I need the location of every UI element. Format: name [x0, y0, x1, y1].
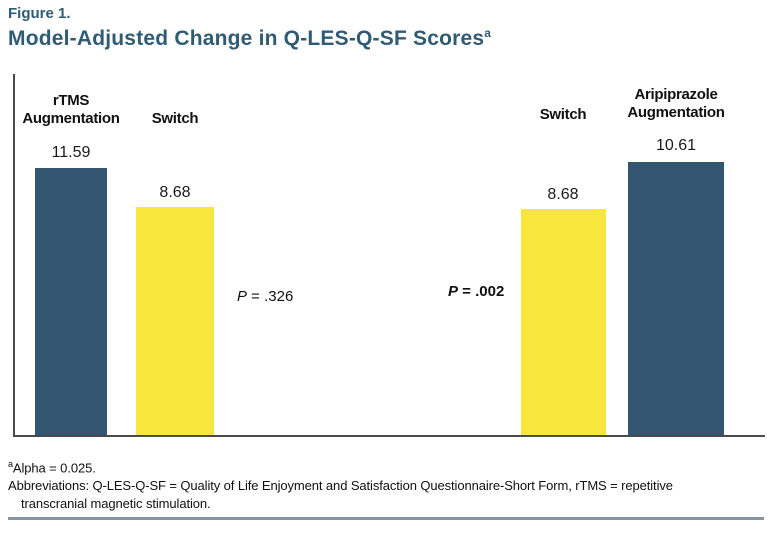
figure-label: Figure 1. — [8, 5, 71, 22]
p-rest-left: = .326 — [247, 288, 294, 305]
x-axis-line — [13, 435, 765, 437]
figure-title-superscript: a — [484, 26, 492, 40]
value-label-aripiprazole-augmentation: 10.61 — [655, 137, 697, 154]
bar-switch-left — [136, 207, 214, 435]
category-label-switch-right: Switch — [539, 106, 587, 123]
bar-switch-right — [521, 209, 606, 435]
p-symbol-left: P — [237, 288, 248, 305]
value-label-switch-left: 8.68 — [159, 184, 191, 201]
value-label-rtms-augmentation: 11.59 — [51, 144, 91, 161]
footnote-alpha: aAlpha = 0.025. — [8, 459, 96, 475]
footnote-abbreviations-line2: transcranial magnetic stimulation. — [21, 496, 211, 511]
category-label-aripiprazole-augmentation: Aripiprazole Augmentation — [627, 86, 725, 121]
bar-aripiprazole-augmentation — [628, 162, 724, 435]
figure-title: Model-Adjusted Change in Q-LES-Q-SF Scor… — [8, 26, 491, 51]
y-axis-line — [13, 74, 15, 437]
bottom-divider — [8, 517, 764, 520]
bar-rtms-augmentation — [35, 168, 107, 435]
footnote-alpha-superscript: a — [8, 459, 13, 469]
figure-title-text: Model-Adjusted Change in Q-LES-Q-SF Scor… — [8, 27, 485, 50]
footnote-alpha-text: Alpha = 0.025. — [12, 460, 96, 476]
value-label-switch-right: 8.68 — [547, 186, 579, 203]
p-symbol-right: P — [448, 283, 459, 300]
p-rest-right: = .002 — [458, 283, 505, 300]
category-label-rtms-augmentation: rTMS Augmentation — [22, 92, 120, 127]
p-value-left: P = .326 — [237, 288, 293, 305]
category-label-switch-left: Switch — [151, 110, 199, 127]
p-value-right: P = .002 — [448, 283, 504, 300]
footnote-abbreviations-line1: Abbreviations: Q-LES-Q-SF = Quality of L… — [8, 478, 673, 493]
